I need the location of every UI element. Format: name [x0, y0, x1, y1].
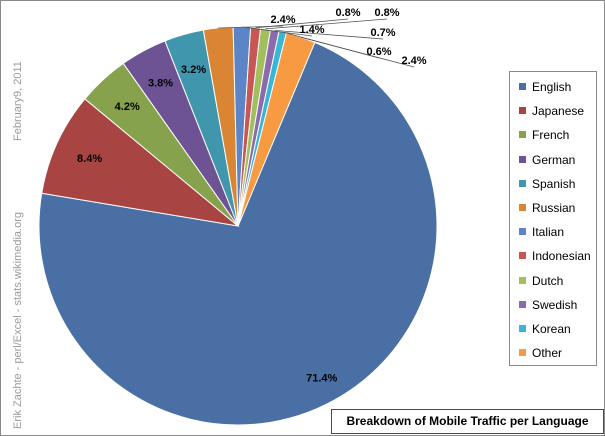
legend-swatch-russian: [519, 204, 526, 211]
legend-label-german: German: [532, 152, 576, 167]
legend-swatch-german: [519, 155, 526, 163]
legend: English Japanese French German Spanish Russia…: [509, 71, 597, 366]
legend-label-japanese: Japanese: [532, 104, 585, 119]
legend-swatch-italian: [519, 228, 526, 236]
slice-label-indonesian: 0.8%: [335, 7, 360, 19]
legend-label-other: Other: [532, 346, 563, 361]
leader-line-italian: [241, 26, 313, 37]
slice-label-other: 2.4%: [401, 55, 426, 67]
legend-label-spanish: Spanish: [532, 176, 576, 191]
legend-swatch-indonesian: [519, 252, 526, 260]
legend-item-german: German: [519, 153, 575, 167]
slice-label-english: 71.4%: [306, 373, 337, 385]
legend-swatch-dutch: [519, 276, 526, 284]
leader-line-swedish: [274, 30, 384, 40]
slice-label-swedish: 0.7%: [370, 27, 395, 39]
legend-item-korean: Korean: [519, 322, 571, 336]
legend-item-french: French: [519, 128, 569, 142]
legend-label-korean: Korean: [532, 322, 571, 336]
legend-swatch-korean: [519, 325, 526, 332]
legend-label-english: English: [532, 80, 572, 94]
legend-label-swedish: Swedish: [532, 297, 578, 312]
slice-labels: 71.4% 8.4% 4.2% 3.8% 3.2% 2.4% 1.4% 0.8% 0.8% 0.7…: [77, 7, 427, 385]
legend-item-japanese: Japanese: [519, 104, 584, 118]
legend-swatch-japanese: [519, 107, 526, 115]
leader-line-dutch: [265, 18, 388, 30]
slice-label-korean: 0.6%: [366, 46, 391, 58]
slice-label-japanese: 8.4%: [77, 153, 102, 165]
legend-item-indonesian: Indonesian: [519, 249, 591, 263]
legend-label-indonesian: Indonesian: [532, 249, 591, 264]
slice-label-russian: 2.4%: [270, 14, 295, 26]
legend-item-other: Other: [519, 346, 562, 360]
slice-label-spanish: 3.2%: [181, 64, 206, 76]
legend-label-italian: Italian: [532, 225, 565, 240]
pie-slice-japanese: [41, 98, 240, 227]
legend-swatch-english: [519, 83, 526, 90]
legend-item-english: English: [519, 80, 571, 94]
legend-label-dutch: Dutch: [532, 273, 564, 288]
legend-item-russian: Russian: [519, 201, 575, 215]
legend-swatch-spanish: [519, 179, 526, 187]
legend-swatch-swedish: [519, 300, 526, 308]
legend-item-swedish: Swedish: [519, 298, 577, 312]
pie-slice-english: [38, 41, 438, 426]
pie-slices: [38, 26, 438, 426]
slice-label-dutch: 0.8%: [374, 7, 399, 19]
legend-label-russian: Russian: [532, 201, 576, 215]
slice-label-italian: 1.4%: [299, 24, 324, 36]
date-credit: February9, 2011: [12, 61, 24, 141]
legend-item-italian: Italian: [519, 225, 564, 239]
leader-line-other: [300, 36, 415, 68]
author-credit: Erik Zachte - perl/Excel - stats.wikimed…: [12, 212, 24, 429]
slice-label-french: 4.2%: [115, 101, 140, 113]
legend-item-spanish: Spanish: [519, 177, 575, 191]
legend-label-french: French: [532, 128, 570, 143]
legend-swatch-other: [519, 349, 526, 357]
legend-item-dutch: Dutch: [519, 274, 563, 288]
chart-title: Breakdown of Mobile Traffic per Language: [331, 409, 604, 434]
leader-line-indonesian: [255, 18, 349, 29]
legend-swatch-french: [519, 131, 526, 139]
slice-label-german: 3.8%: [148, 77, 173, 89]
leader-lines: [218, 18, 415, 68]
